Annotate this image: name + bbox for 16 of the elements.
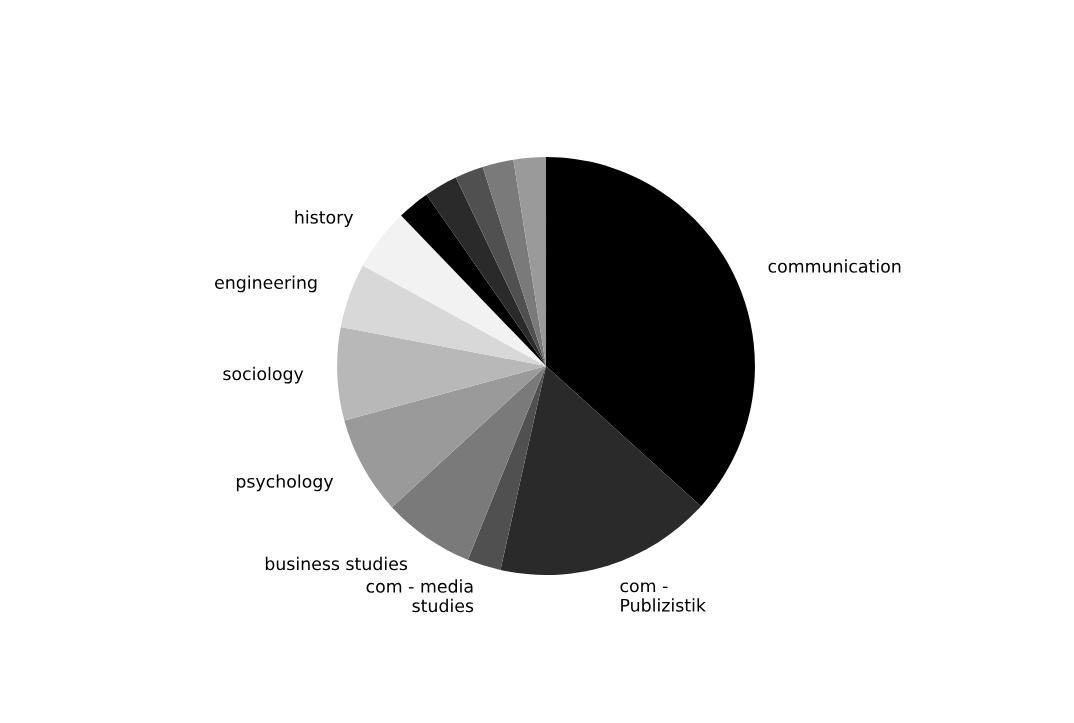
pie-slice	[482, 159, 547, 367]
pie-slice	[467, 366, 547, 570]
slice-label: engineering	[215, 275, 317, 293]
pie-slice	[500, 366, 702, 575]
slice-label: psychology	[236, 474, 334, 492]
pie-slice	[455, 166, 547, 367]
slice-label: history	[295, 210, 354, 228]
pie-slice	[344, 366, 547, 508]
slice-label: com - Publizistik	[620, 582, 706, 612]
slice-label: com - media studies	[366, 579, 474, 613]
pie-slice	[337, 326, 547, 421]
pie-slice	[340, 265, 547, 367]
slice-label: sociology	[223, 366, 304, 384]
slice-label: business studies	[265, 556, 408, 571]
pie-slice	[426, 177, 547, 367]
slice-label: communication	[768, 259, 901, 273]
